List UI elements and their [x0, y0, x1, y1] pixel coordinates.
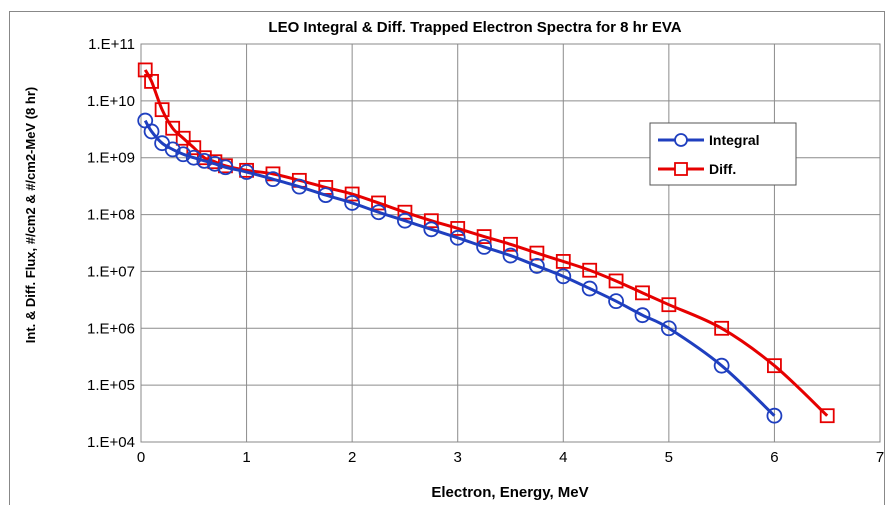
data-point-square	[423, 213, 439, 229]
data-point-square	[503, 236, 518, 252]
y-axis-label: Int. & Diff. Flux, #/cm2 & #/cm2-MeV (8 …	[23, 87, 38, 343]
data-point-circle	[476, 239, 493, 255]
legend-item: Diff.	[658, 161, 736, 177]
data-point-circle	[581, 280, 598, 297]
data-point-circle	[175, 146, 192, 163]
data-point-circle	[713, 357, 730, 374]
data-point-circle	[608, 293, 624, 310]
data-point-square	[154, 102, 170, 118]
x-axis-label: Electron, Energy, MeV	[431, 484, 588, 501]
data-point-circle	[766, 407, 783, 424]
data-point-square	[397, 204, 413, 220]
x-tick-label: 4	[559, 449, 567, 466]
x-tick-label: 6	[770, 449, 778, 466]
x-tick-label: 3	[454, 449, 462, 466]
data-point-square	[450, 221, 466, 236]
data-point-square	[175, 130, 191, 146]
series-line	[143, 119, 776, 417]
y-tick-label: 1.E+08	[87, 207, 135, 224]
data-point-circle	[634, 307, 651, 324]
data-point-circle	[238, 164, 255, 180]
data-point-circle	[206, 155, 223, 172]
data-point-circle	[502, 247, 519, 264]
data-point-circle	[164, 141, 181, 158]
data-point-square	[555, 254, 571, 269]
data-point-square	[582, 262, 598, 278]
data-point-square	[635, 285, 650, 301]
y-tick-label: 1.E+09	[87, 150, 135, 167]
x-tick-label: 7	[876, 449, 884, 466]
data-point-circle	[143, 123, 160, 140]
y-tick-label: 1.E+04	[87, 434, 135, 451]
data-point-circle	[265, 171, 281, 188]
data-point-circle	[423, 221, 440, 238]
y-tick-label: 1.E+07	[87, 263, 135, 280]
data-point-circle	[449, 229, 466, 246]
data-point-circle	[660, 320, 677, 337]
series-line	[143, 69, 829, 417]
x-tick-labels: 0 1 2 3 4 5 6 7	[137, 449, 884, 466]
data-point-square	[476, 229, 492, 244]
chart-frame	[9, 11, 885, 505]
legend-marker-square	[674, 162, 688, 176]
x-tick-label: 2	[348, 449, 356, 466]
data-point-square	[344, 186, 360, 202]
legend-item: Integral	[658, 132, 760, 148]
series-diff	[137, 62, 835, 424]
data-point-square	[661, 297, 677, 313]
data-point-circle	[370, 204, 387, 221]
y-tick-label: 1.E+05	[87, 377, 135, 394]
data-point-circle	[291, 178, 308, 195]
data-point-circle	[196, 152, 213, 169]
y-tick-labels: 1.E+04 1.E+05 1.E+06 1.E+07 1.E+08 1.E+09 1.E+…	[87, 36, 135, 451]
data-point-square	[767, 358, 782, 374]
legend-label: Diff.	[709, 161, 736, 177]
y-tick-label: 1.E+06	[87, 320, 135, 337]
legend-label: Integral	[709, 132, 760, 148]
data-point-square	[714, 320, 730, 336]
plot-border	[140, 43, 881, 443]
x-tick-label: 5	[665, 449, 673, 466]
series-layer	[137, 62, 835, 424]
data-point-circle	[217, 159, 234, 176]
data-point-circle	[317, 187, 334, 204]
x-tick-label: 0	[137, 449, 145, 466]
data-point-square	[819, 408, 835, 424]
data-point-circle	[185, 149, 202, 166]
data-point-circle	[555, 268, 572, 285]
data-point-square	[608, 273, 624, 289]
chart-title: LEO Integral & Diff. Trapped Electron Sp…	[268, 19, 681, 36]
data-point-circle	[528, 258, 545, 274]
y-tick-label: 1.E+10	[87, 93, 135, 110]
legend-items: Integral Diff.	[658, 132, 760, 177]
y-tick-label: 1.E+11	[88, 36, 135, 53]
legend: Integral Diff.	[649, 122, 797, 186]
data-point-square	[165, 120, 181, 136]
x-tick-label: 1	[242, 449, 250, 466]
series-integral	[137, 112, 783, 424]
data-point-circle	[344, 195, 361, 211]
data-point-square	[144, 73, 159, 89]
legend-marker-circle	[674, 133, 688, 147]
data-point-circle	[397, 212, 413, 229]
data-point-square	[371, 195, 386, 211]
